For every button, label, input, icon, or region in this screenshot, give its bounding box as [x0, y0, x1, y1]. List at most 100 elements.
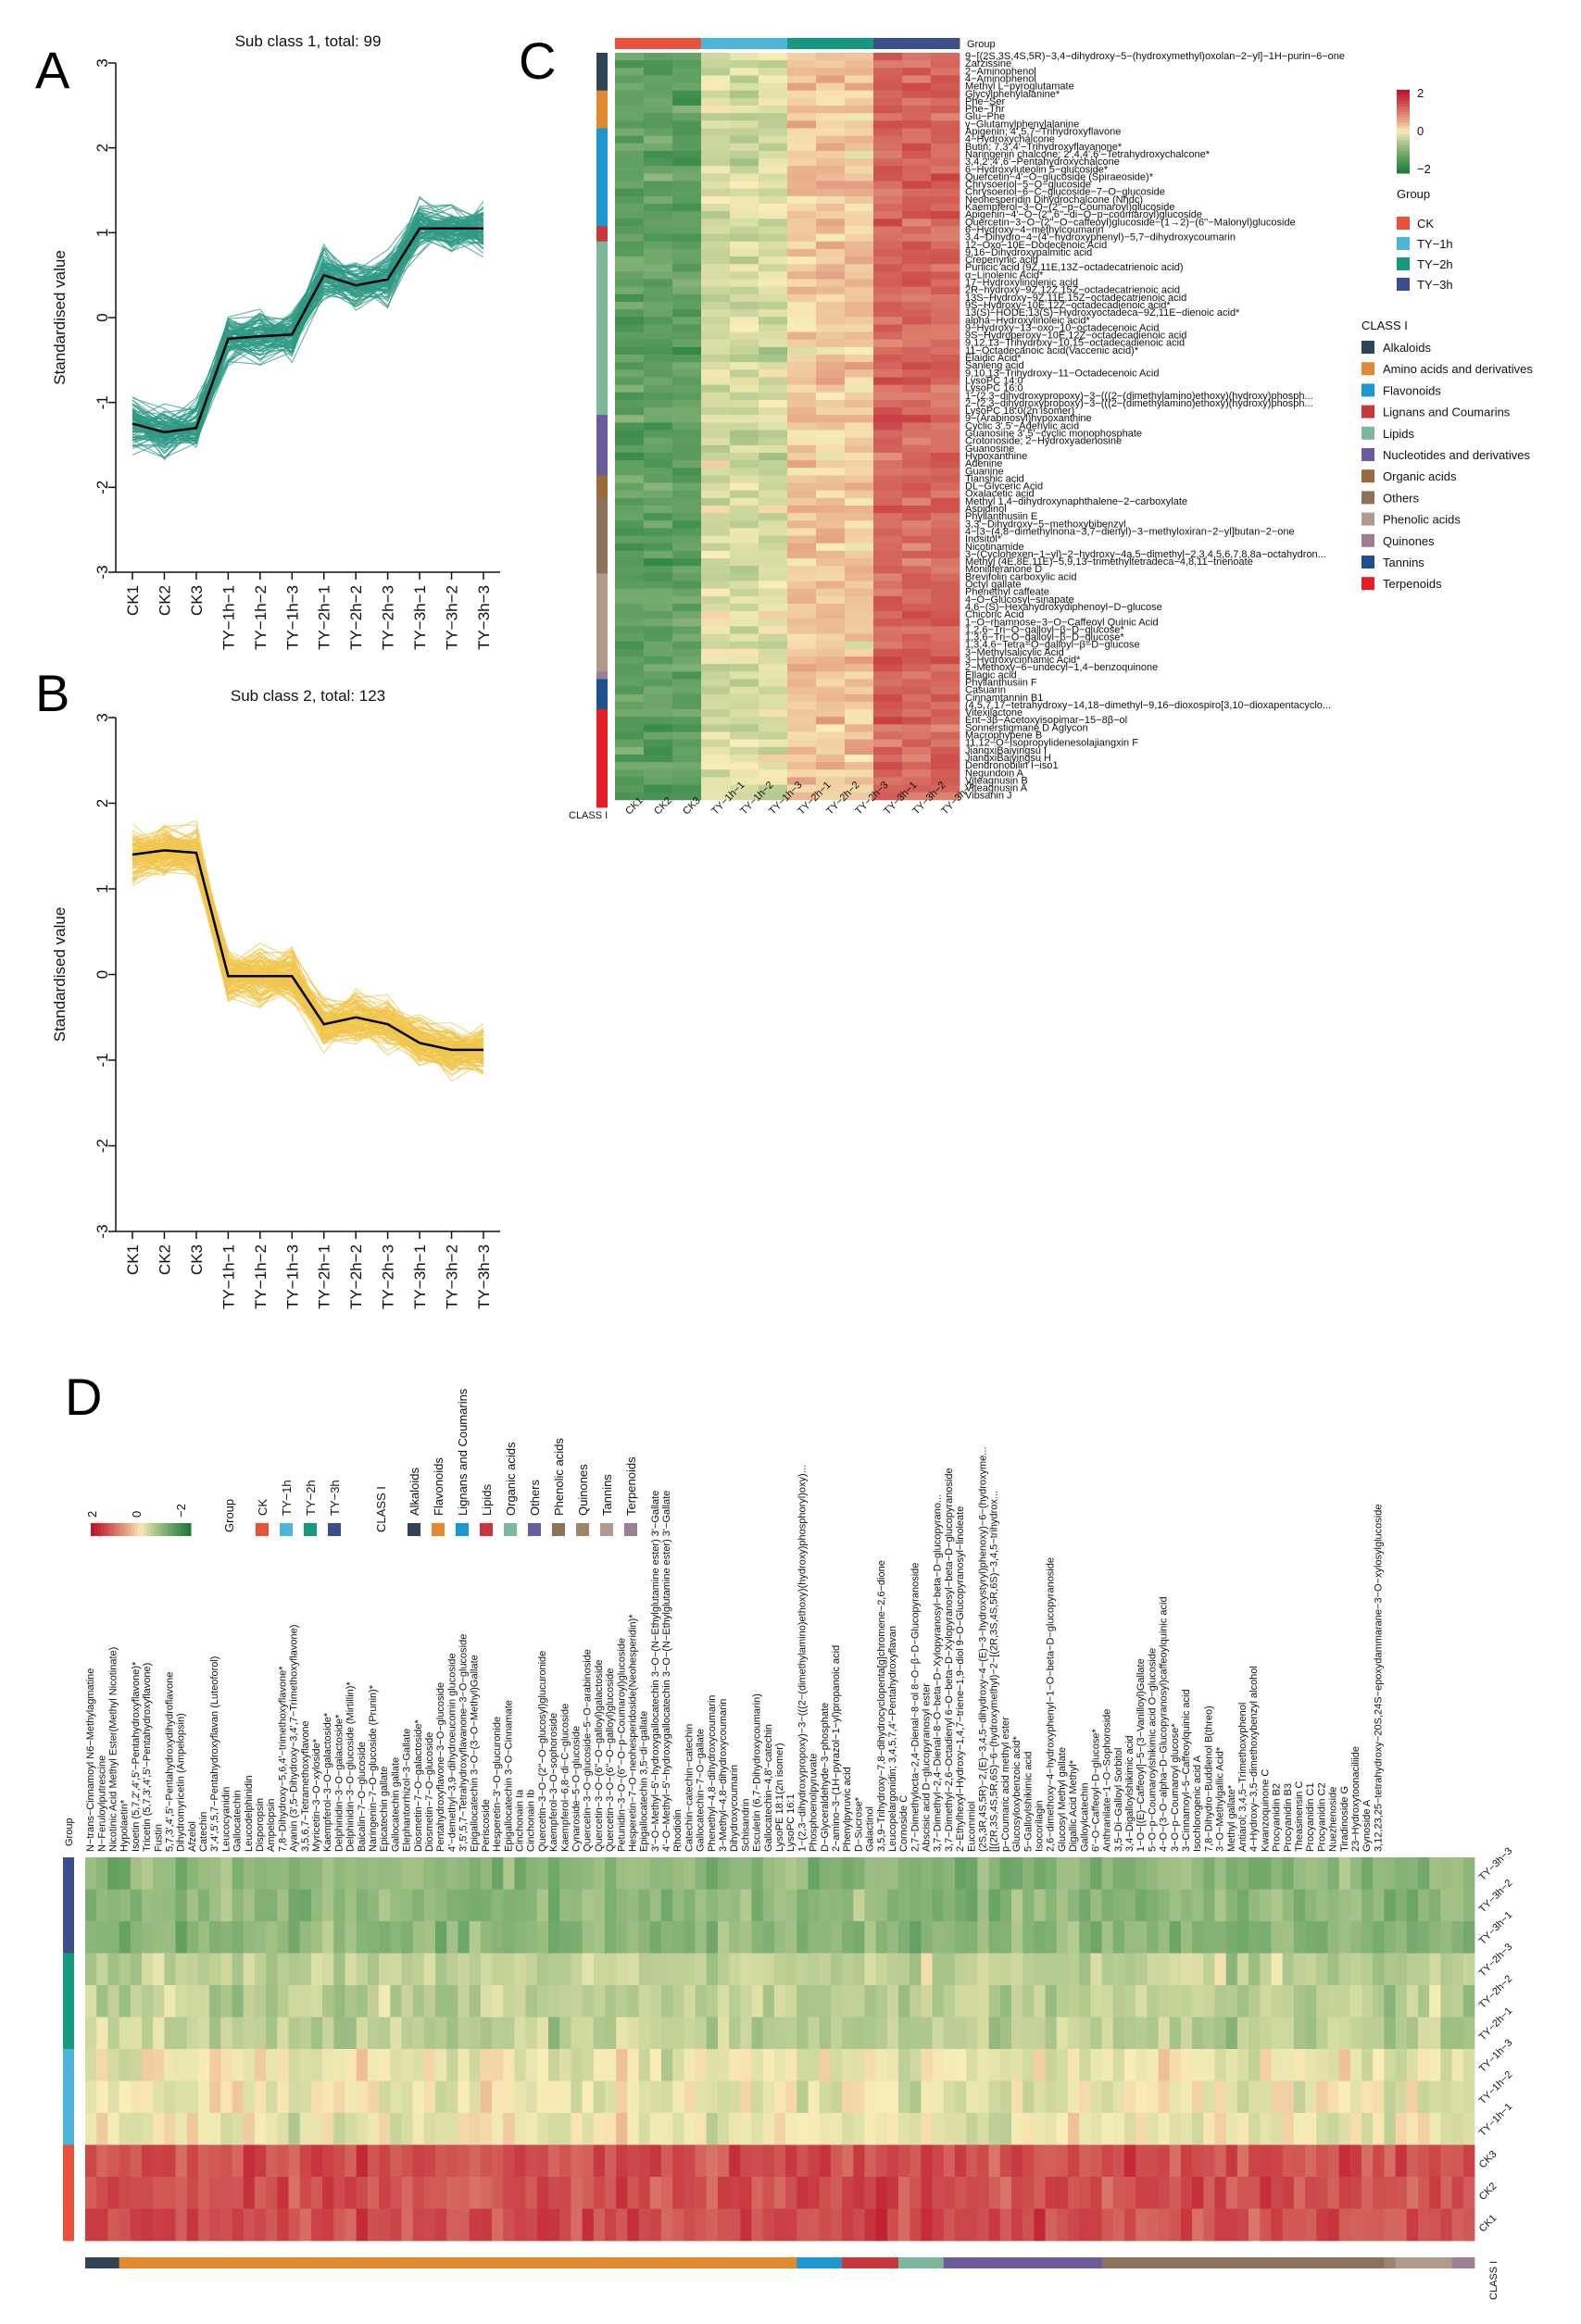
heatmap-cell [1180, 2208, 1193, 2242]
heatmap-cell [902, 135, 932, 144]
x-tick-label: TY−1h−1 [220, 1244, 237, 1309]
heatmap-cell [1327, 1953, 1340, 1986]
heatmap-cell [492, 1857, 504, 1890]
heatmap-cell [830, 2113, 843, 2145]
heatmap-cell [740, 2144, 752, 2178]
heatmap-cell [762, 1921, 775, 1954]
heatmap-cell [503, 2113, 515, 2145]
heatmap-cell [684, 1985, 696, 2018]
heatmap-cell [571, 2208, 583, 2242]
heatmap-cell [845, 286, 874, 295]
column-label: Nuezhenoside [1328, 1787, 1339, 1852]
heatmap-cell [1293, 2144, 1306, 2178]
heatmap-cell [435, 2144, 447, 2178]
heatmap-cell [1260, 1953, 1272, 1986]
heatmap-cell [898, 1953, 910, 1986]
heatmap-cell [401, 1985, 414, 2018]
heatmap-cell [816, 566, 846, 574]
heatmap-cell [873, 595, 903, 605]
column-label: 3,7−Dimethyl−2,6−Octadienyl 6−O−beta−D−X… [944, 1468, 955, 1852]
heatmap-cell [902, 211, 932, 219]
heatmap-cell [898, 2080, 910, 2114]
heatmap-cell [559, 2017, 571, 2050]
heatmap-cell [785, 1985, 797, 2018]
heatmap-cell [644, 656, 673, 665]
heatmap-cell [845, 693, 874, 703]
heatmap-cell [902, 362, 932, 370]
heatmap-cell [1349, 1921, 1362, 1954]
heatmap-cell [816, 513, 846, 521]
heatmap-cell [266, 2177, 278, 2209]
column-label: N−Feruloylputrescine [96, 1755, 107, 1852]
heatmap-cell [379, 1985, 391, 2018]
heatmap-cell [730, 679, 759, 687]
column-label: Procyanidin C2 [1316, 1782, 1327, 1852]
heatmap-cell [762, 1889, 775, 1922]
heatmap-cell [816, 173, 846, 181]
class-bar-segment [596, 377, 608, 385]
heatmap-cell [130, 2113, 143, 2145]
heatmap-cell [873, 535, 903, 544]
heatmap-cell [571, 1857, 583, 1890]
heatmap-cell [730, 506, 759, 514]
scale-swatch [117, 1523, 121, 1536]
group-legend-label: CK [256, 1499, 270, 1516]
heatmap-cell [559, 1921, 571, 1954]
heatmap-cell [684, 2144, 696, 2178]
heatmap-cell [845, 444, 874, 454]
heatmap-cell [730, 566, 759, 574]
heatmap-cell [1056, 2144, 1069, 2178]
row-label: Guanine [965, 466, 1004, 477]
heatmap-cell [310, 2177, 323, 2209]
heatmap-cell [164, 2049, 176, 2081]
heatmap-cell [615, 294, 645, 303]
heatmap-cell [1169, 2080, 1182, 2114]
heatmap-cell [644, 603, 673, 612]
heatmap-cell [288, 1889, 301, 1922]
heatmap-cell [345, 1921, 358, 1954]
heatmap-cell [1418, 2113, 1430, 2145]
heatmap-cell [615, 120, 645, 129]
heatmap-cell [845, 407, 874, 416]
heatmap-cell [819, 1953, 832, 1986]
heatmap-cell [266, 1921, 278, 1954]
heatmap-cell [886, 2080, 899, 2114]
heatmap-cell [902, 158, 932, 167]
heatmap-cell [209, 2049, 221, 2081]
heatmap-cell [842, 2017, 854, 2050]
heatmap-cell [730, 90, 759, 99]
heatmap-cell [787, 588, 817, 597]
heatmap-cell [759, 595, 788, 605]
heatmap-cell [322, 1921, 334, 1954]
heatmap-cell [977, 1921, 990, 1954]
heatmap-cell [931, 135, 960, 144]
heatmap-cell [759, 475, 788, 483]
heatmap-cell [816, 535, 846, 544]
row-label: 3,4,2',4',6'−Pentahydroxychalcone [965, 156, 1120, 168]
heatmap-cell [1384, 2049, 1397, 2081]
heatmap-cell [999, 1857, 1012, 1890]
heatmap-cell [921, 1921, 934, 1954]
heatmap-cell [931, 362, 960, 370]
heatmap-cell [644, 392, 673, 401]
heatmap-cell [759, 143, 788, 152]
heatmap-cell [299, 1985, 312, 2018]
scale-swatch [137, 1523, 142, 1536]
heatmap-cell [672, 362, 702, 370]
heatmap-cell [762, 2049, 775, 2081]
heatmap-cell [759, 792, 788, 801]
heatmap-cell [701, 75, 731, 83]
heatmap-cell [672, 166, 702, 174]
heatmap-cell [740, 2177, 752, 2209]
class-bar-segment [596, 717, 608, 725]
heatmap-cell [730, 641, 759, 650]
group-legend-swatch [328, 1523, 341, 1536]
heatmap-cell [966, 2080, 978, 2114]
heatmap-cell [701, 362, 731, 370]
heatmap-cell [873, 188, 903, 197]
row-label: 3,4−Dihydro−4−(4'−hydroxyphenyl)−5,7−dih… [965, 232, 1236, 244]
heatmap-cell [277, 1921, 289, 1954]
class-legend-swatch [1361, 362, 1374, 376]
heatmap-cell [902, 543, 932, 552]
heatmap-cell [759, 460, 788, 469]
